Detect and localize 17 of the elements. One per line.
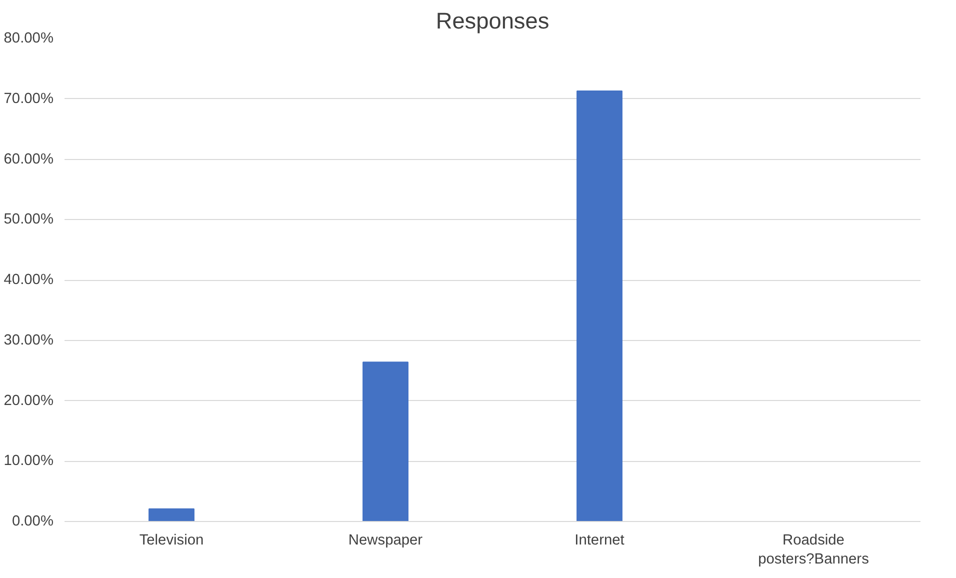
y-tick-label: 40.00% (4, 272, 54, 288)
x-tick-label: Roadside posters?Banners (758, 532, 869, 568)
y-tick-label: 10.00% (4, 453, 54, 470)
bar (362, 362, 408, 522)
y-tick-label: 0.00% (12, 514, 54, 530)
x-tick-label: Newspaper (348, 532, 423, 548)
y-tick-label: 30.00% (4, 332, 54, 348)
y-tick-label: 80.00% (4, 30, 54, 46)
bar (576, 90, 622, 522)
y-tick-label: 70.00% (4, 90, 54, 107)
y-tick-label: 20.00% (4, 392, 54, 409)
x-tick-label: Television (139, 532, 204, 548)
y-tick-label: 60.00% (4, 151, 54, 168)
bar (148, 508, 194, 522)
y-tick-label: 50.00% (4, 212, 54, 228)
chart-title: Responses (436, 8, 550, 34)
x-tick-label: Internet (574, 532, 624, 548)
